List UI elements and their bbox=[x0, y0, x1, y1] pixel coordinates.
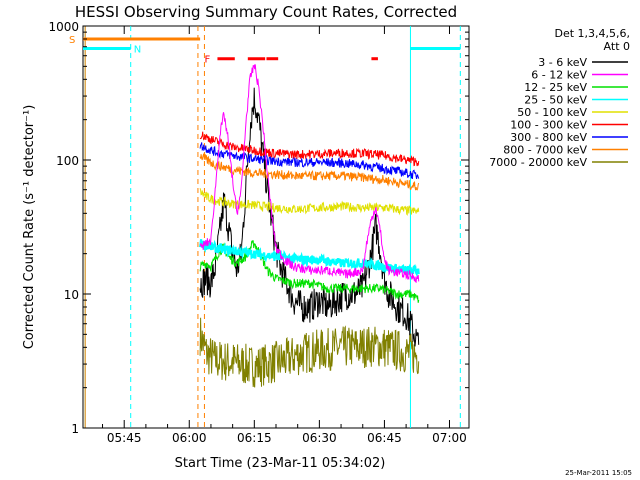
x-tick-label: 06:15 bbox=[237, 431, 272, 445]
legend-label-1: 6 - 12 keV bbox=[531, 69, 587, 82]
series-line-5 bbox=[199, 131, 420, 167]
legend-label-4: 50 - 100 keV bbox=[517, 106, 587, 119]
legend-header-line-1: Det 1,3,4,5,6, bbox=[554, 27, 630, 40]
x-tick-label: 06:45 bbox=[367, 431, 402, 445]
saa-flag-label: S bbox=[69, 35, 75, 46]
legend-label-2: 12 - 25 keV bbox=[524, 81, 587, 94]
x-axis-label: Start Time (23-Mar-11 05:34:02) bbox=[175, 456, 386, 471]
legend-label-6: 300 - 800 keV bbox=[510, 131, 587, 144]
series-line-7 bbox=[199, 153, 420, 191]
legend-label-0: 3 - 6 keV bbox=[538, 56, 587, 69]
y-tick-label: 100 bbox=[56, 154, 79, 168]
plot-frame bbox=[82, 25, 470, 429]
y-tick-label: 1 bbox=[71, 422, 79, 436]
y-axis-label: Corrected Count Rate (s⁻¹ detector⁻¹) bbox=[22, 105, 37, 350]
legend-header-line-2: Att 0 bbox=[604, 40, 630, 53]
x-axis-ticks: 05:45 06:00 06:15 06:30 06:45 07:00 bbox=[102, 26, 467, 445]
series-line-3 bbox=[199, 239, 420, 278]
legend-label-7: 800 - 7000 keV bbox=[503, 144, 587, 157]
night-boundary-lines bbox=[84, 26, 461, 428]
x-tick-label: 05:45 bbox=[107, 431, 142, 445]
series-line-6 bbox=[199, 142, 420, 180]
legend-label-8: 7000 - 20000 keV bbox=[489, 156, 587, 169]
chart-title: HESSI Observing Summary Count Rates, Cor… bbox=[75, 3, 457, 21]
timestamp: 25-Mar-2011 15:05 bbox=[565, 469, 632, 477]
y-axis-ticks: 1 10 100 1000 bbox=[48, 20, 469, 436]
flag-bars: S N F bbox=[69, 35, 461, 66]
x-tick-label: 06:30 bbox=[302, 431, 337, 445]
series-line-8 bbox=[199, 317, 420, 388]
y-tick-label: 10 bbox=[64, 288, 79, 302]
x-tick-label: 07:00 bbox=[432, 431, 467, 445]
series-line-2 bbox=[199, 240, 420, 303]
legend-label-5: 100 - 300 keV bbox=[510, 119, 587, 132]
y-tick-label: 1000 bbox=[48, 20, 79, 34]
x-tick-label: 06:00 bbox=[172, 431, 207, 445]
legend-label-3: 25 - 50 keV bbox=[524, 94, 587, 107]
flare-flag-label: F bbox=[204, 55, 210, 66]
night-flag-label: N bbox=[134, 44, 141, 55]
series-line-4 bbox=[199, 188, 420, 216]
series-layer bbox=[199, 63, 420, 388]
series-line-0 bbox=[199, 87, 420, 347]
series-line-1 bbox=[199, 63, 420, 284]
